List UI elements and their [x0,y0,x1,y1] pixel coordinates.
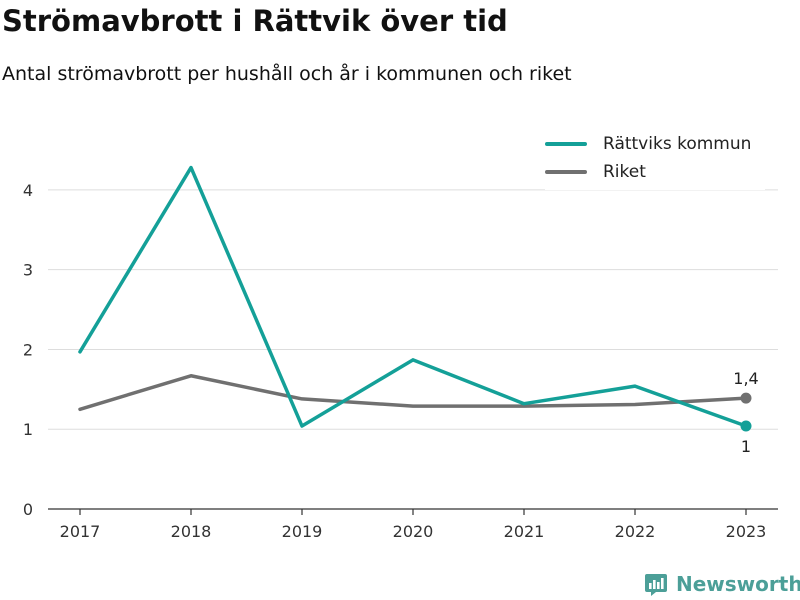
x-tick-label: 2021 [504,522,545,541]
legend-label: Riket [603,162,646,182]
x-tick-label: 2020 [393,522,434,541]
x-tick-label: 2019 [282,522,323,541]
chart-title: Strömavbrott i Rättvik över tid [2,4,508,38]
newsworthy-chart-logo-icon [645,574,667,596]
y-tick-label: 4 [23,181,33,200]
series-line-rattviks-kommun [78,165,748,428]
end-value-label: 1,4 [733,369,758,388]
chart-subtitle: Antal strömavbrott per hushåll och år i … [2,63,572,85]
legend-item-riket: Riket [545,160,646,184]
end-point-rattviks-kommun [740,420,752,432]
legend-swatch [545,170,587,174]
legend-label: Rättviks kommun [603,134,752,154]
y-tick-label: 0 [23,500,33,519]
y-tick-label: 3 [23,261,33,280]
y-tick-label: 1 [23,420,33,439]
end-value-label: 1 [741,437,751,456]
x-tick-label: 2023 [726,522,767,541]
x-tick-label: 2017 [60,522,101,541]
series-line-riket [78,374,748,412]
x-tick-label: 2018 [171,522,212,541]
legend-swatch [545,142,587,146]
newsworthy-brand: Newsworthy [644,567,800,600]
brand-name: Newsworthy [676,572,800,596]
legend-item-rattviks-kommun: Rättviks kommun [545,132,751,156]
x-tick-label: 2022 [615,522,656,541]
chart-legend: Rättviks kommun Riket [545,128,765,190]
end-point-riket [740,392,752,404]
y-tick-label: 2 [23,340,33,359]
